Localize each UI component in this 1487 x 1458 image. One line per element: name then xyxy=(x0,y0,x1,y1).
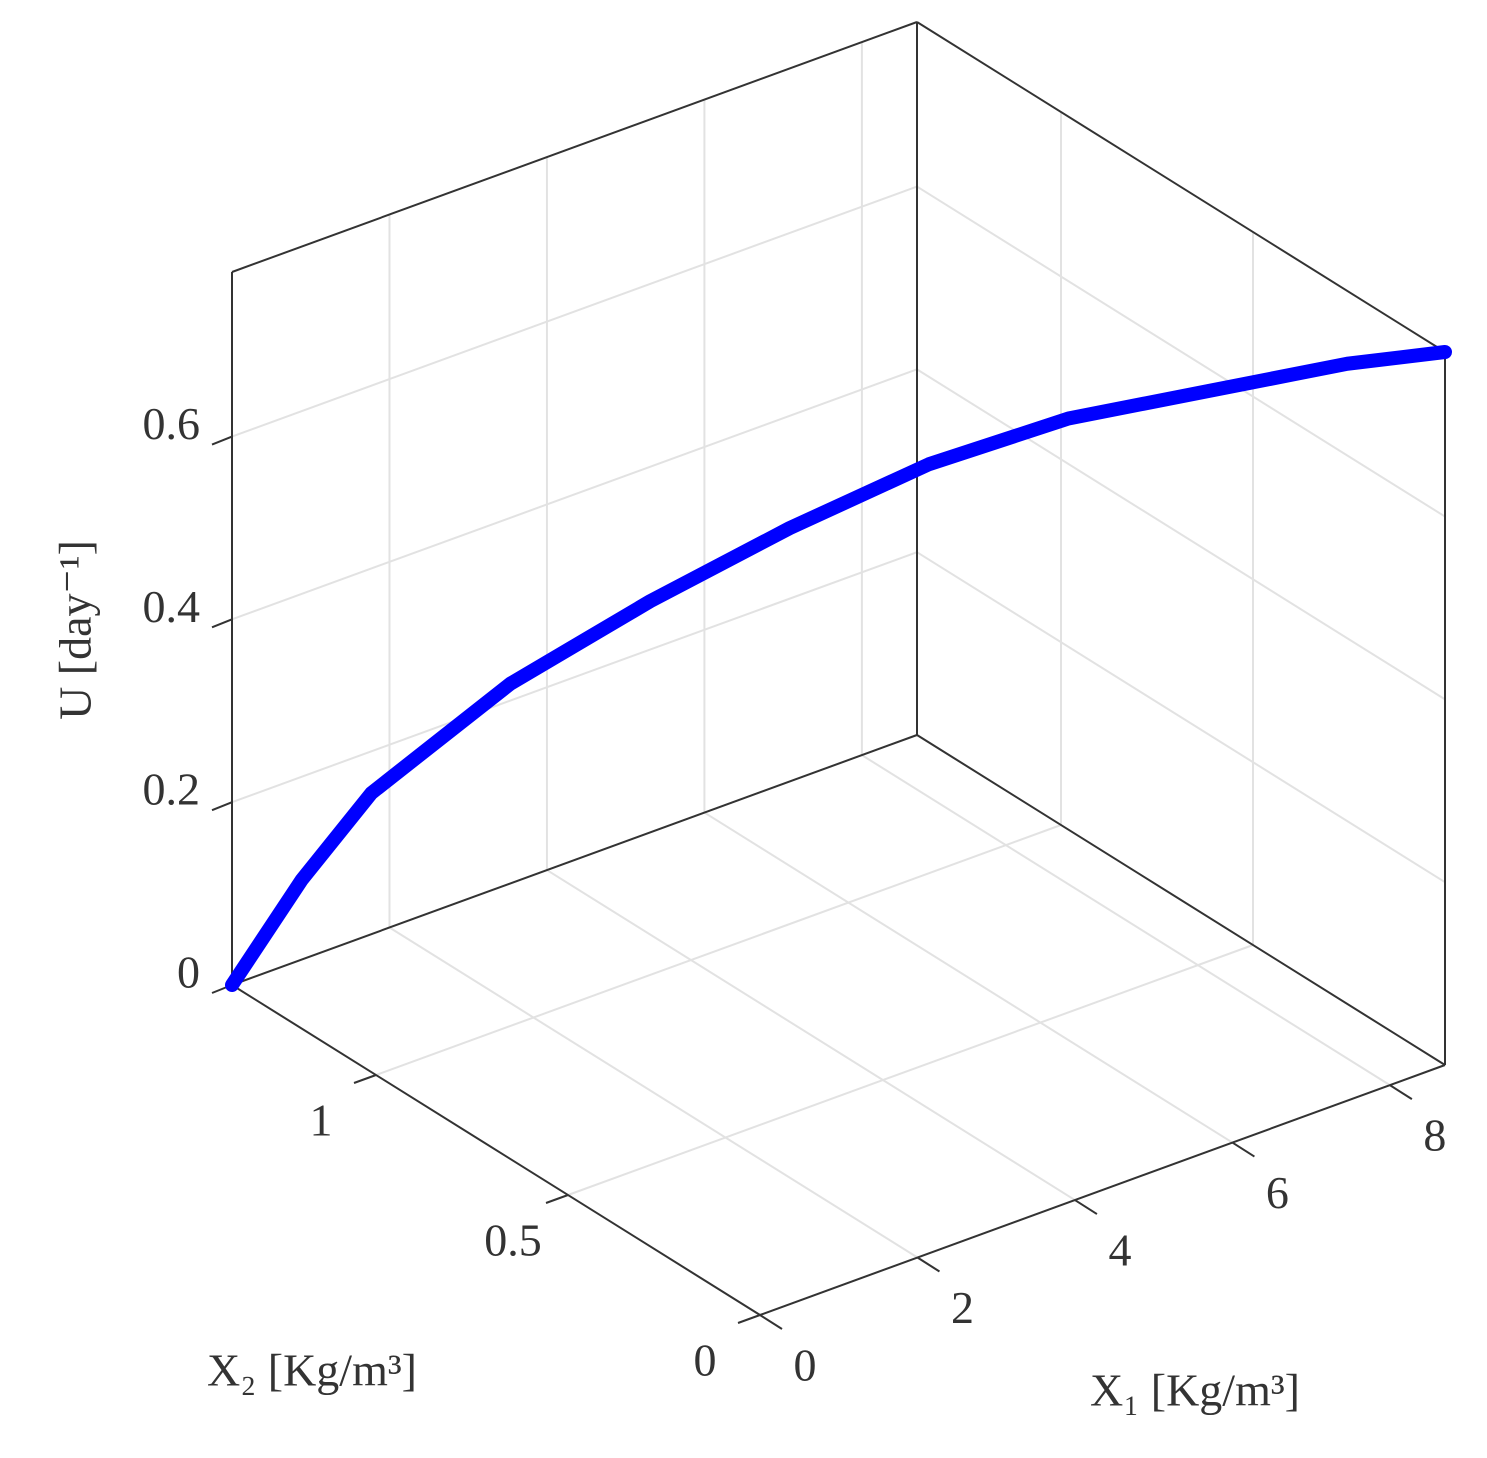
y-tick xyxy=(737,1314,761,1324)
grid-line xyxy=(546,869,1076,1201)
grid-line xyxy=(916,551,1446,884)
z-tick xyxy=(211,435,233,446)
y-tick xyxy=(353,1074,377,1084)
box-edge xyxy=(231,21,918,273)
x-tick-label: 0 xyxy=(794,1340,817,1391)
x-axis-label: X₁ [Kg/m³] xyxy=(1090,1365,1300,1416)
x-tick xyxy=(759,1314,783,1330)
data-line xyxy=(225,345,1452,992)
x-tick xyxy=(1074,1199,1098,1215)
z-tick-label: 0.4 xyxy=(143,581,201,632)
grid-line xyxy=(916,368,1446,701)
grid-line xyxy=(231,368,918,621)
box-edge xyxy=(916,21,1446,353)
x-tick xyxy=(916,1256,941,1273)
grid-line xyxy=(375,824,1062,1076)
y-tick-label: 0.5 xyxy=(484,1215,542,1266)
grid-line xyxy=(703,811,1233,1144)
x-tick-label: 8 xyxy=(1423,1110,1446,1161)
z-tick-label: 0 xyxy=(177,947,200,998)
x-tick xyxy=(1231,1141,1255,1158)
grid-line xyxy=(231,551,918,804)
z-tick xyxy=(211,801,233,812)
y-tick-label: 1 xyxy=(310,1095,333,1146)
grid-line xyxy=(861,754,1391,1086)
grid-line xyxy=(567,944,1254,1196)
grid-line xyxy=(388,926,919,1259)
y-tick xyxy=(545,1194,569,1204)
grid-line xyxy=(231,185,918,438)
z-tick xyxy=(211,618,233,629)
x-tick xyxy=(1389,1084,1413,1100)
y-tick-label: 0 xyxy=(694,1335,717,1386)
box-edge xyxy=(759,1064,1446,1316)
x-tick-label: 2 xyxy=(951,1282,974,1333)
box-edge xyxy=(231,984,761,1316)
x-tick-label: 6 xyxy=(1266,1167,1289,1218)
x-tick-label: 4 xyxy=(1108,1225,1131,1276)
z-axis-label: U [day⁻¹] xyxy=(50,540,101,720)
box-edge xyxy=(231,734,918,986)
box-edge xyxy=(916,734,1446,1066)
y-axis-label: X₂ [Kg/m³] xyxy=(207,1345,417,1396)
z-tick-label: 0.6 xyxy=(143,398,201,449)
grid-line xyxy=(916,185,1446,518)
z-tick-label: 0.2 xyxy=(143,764,201,815)
